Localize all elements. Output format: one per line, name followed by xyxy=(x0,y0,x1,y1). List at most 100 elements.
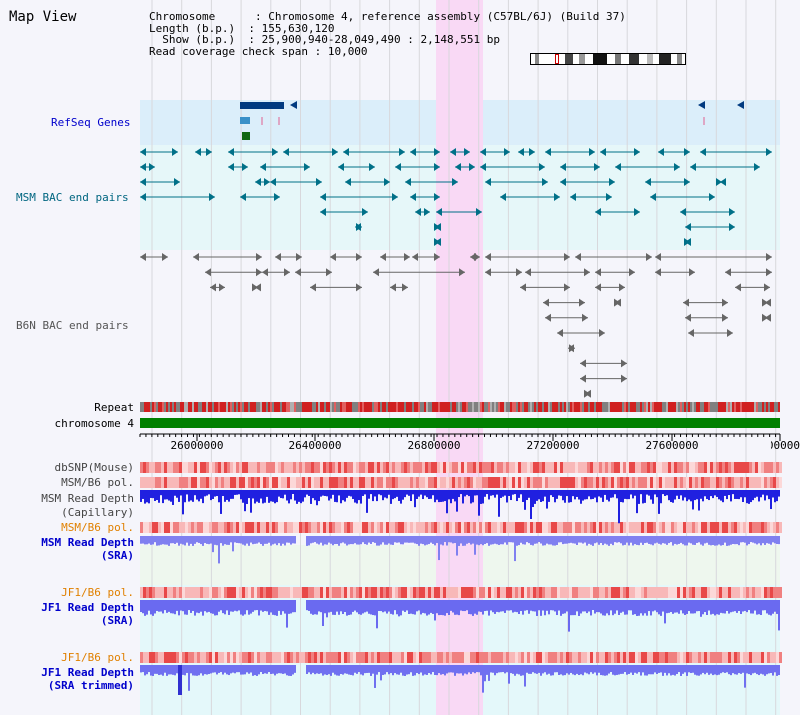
jf1-read-depth-trim-label[interactable]: JF1 Read Depth xyxy=(41,666,134,679)
msm-bac-label[interactable]: MSM BAC end pairs xyxy=(16,191,129,204)
jf1-sra-depth xyxy=(410,600,412,614)
msm-bac-pair xyxy=(690,163,696,171)
jf1-sra-depth xyxy=(736,600,738,613)
jf1-pol-heat xyxy=(341,587,344,598)
msm-pol-heat xyxy=(509,477,512,488)
jf1-pol-heat xyxy=(167,587,170,598)
jf1-sra-depth xyxy=(334,600,336,615)
msm-sra-depth xyxy=(356,536,358,545)
jf1-sra-depth xyxy=(778,600,780,631)
jf1-read-depth-sra-label[interactable]: JF1 Read Depth xyxy=(41,601,134,614)
jf1-sra-depth xyxy=(374,600,376,616)
msm-sra-depth xyxy=(414,536,416,544)
msm-sra-depth xyxy=(442,536,444,546)
msm-pol-heat xyxy=(500,522,503,533)
jf1-pol-heat xyxy=(644,587,647,598)
msm-cap-depth xyxy=(356,490,358,504)
msm-pol-heat xyxy=(347,522,350,533)
jf1-sra-depth xyxy=(442,600,444,616)
msm-sra-depth xyxy=(314,536,316,543)
dbsnp-heat xyxy=(494,462,497,473)
jf1-trim-depth xyxy=(688,665,690,673)
msm-cap-depth xyxy=(778,490,780,497)
jf1-b6-pol-label-2[interactable]: JF1/B6 pol. xyxy=(61,651,134,664)
jf1-sra-depth xyxy=(530,600,532,611)
dbsnp-heat xyxy=(284,462,287,473)
jf1-trim-depth xyxy=(662,665,664,676)
msm-bac-pair xyxy=(754,163,760,171)
jf1-trim-depth xyxy=(450,665,452,673)
jf1-sra-depth xyxy=(406,600,408,611)
repeat-segment xyxy=(594,402,596,412)
repeat-segment xyxy=(352,402,354,412)
dbsnp-heat xyxy=(722,462,725,473)
dbsnp-heat xyxy=(512,462,515,473)
dbsnp-heat xyxy=(206,462,209,473)
b6n-bac-pair xyxy=(764,283,770,292)
msm-sra-depth xyxy=(334,536,336,545)
jf1-sra-depth xyxy=(678,600,680,614)
dbsnp-heat xyxy=(725,462,728,473)
jf1-b6-pol-label-1[interactable]: JF1/B6 pol. xyxy=(61,586,134,599)
chromosome-ideogram[interactable] xyxy=(530,53,686,65)
jf1-sra-depth xyxy=(382,600,384,613)
msm-cap-depth xyxy=(646,490,648,495)
jf1-trim-depth xyxy=(612,665,614,675)
dbsnp-label[interactable]: dbSNP(Mouse) xyxy=(54,461,134,474)
jf1-sra-depth xyxy=(496,600,498,612)
msm-read-depth-sra-label[interactable]: MSM Read Depth xyxy=(41,536,134,549)
b6n-bac-label[interactable]: B6N BAC end pairs xyxy=(16,319,129,332)
jf1-pol-heat xyxy=(152,587,155,598)
jf1-trim-depth xyxy=(526,665,528,673)
jf1-pol-heat xyxy=(533,587,536,598)
msm-pol-heat xyxy=(248,477,251,488)
jf1-pol-heat xyxy=(713,587,716,598)
jf1-trim-depth xyxy=(708,665,710,675)
jf1-pol-heat xyxy=(530,587,533,598)
msm-sra-depth xyxy=(260,536,262,545)
jf1-pol-heat xyxy=(407,652,410,663)
msm-b6-pol-label-1[interactable]: MSM/B6 pol. xyxy=(61,476,134,489)
jf1-trim-depth xyxy=(638,665,640,673)
repeat-segment xyxy=(572,402,574,412)
msm-cap-depth xyxy=(148,490,150,504)
msm-sra-depth xyxy=(428,536,430,545)
msm-pol-heat xyxy=(422,477,425,488)
jf1-sra-depth xyxy=(464,600,466,612)
jf1-pol-heat xyxy=(611,587,614,598)
jf1-pol-heat xyxy=(452,587,455,598)
msm-bac-pair xyxy=(615,163,621,171)
dbsnp-heat xyxy=(383,462,386,473)
msm-sra-depth xyxy=(562,536,564,545)
refseq-genes-label[interactable]: RefSeq Genes xyxy=(51,116,131,129)
msm-cap-depth xyxy=(440,490,442,502)
jf1-pol-heat xyxy=(701,652,704,663)
msm-pol-heat xyxy=(158,477,161,488)
msm-cap-depth xyxy=(282,490,284,499)
jf1-pol-heat xyxy=(509,587,512,598)
msm-read-depth-cap-label[interactable]: MSM Read Depth xyxy=(41,492,134,505)
msm-cap-depth xyxy=(310,490,312,504)
jf1-pol-heat xyxy=(173,587,176,598)
jf1-trim-depth xyxy=(538,665,540,673)
jf1-pol-heat xyxy=(143,652,146,663)
jf1-sra-depth xyxy=(594,600,596,614)
msm-sra-depth xyxy=(496,536,498,545)
msm-bac-pair xyxy=(415,208,421,216)
msm-sra-depth xyxy=(592,536,594,546)
msm-pol-heat xyxy=(743,522,746,533)
msm-sra-depth xyxy=(176,536,178,543)
jf1-pol-heat xyxy=(677,587,680,598)
msm-cap-depth xyxy=(442,490,444,502)
jf1-trim-depth xyxy=(362,665,364,676)
msm-sra-depth xyxy=(534,536,536,544)
msm-sra-depth xyxy=(694,536,696,545)
msm-sra-depth xyxy=(178,536,180,546)
jf1-pol-heat xyxy=(233,587,236,598)
jf1-pol-heat xyxy=(593,652,596,663)
jf1-pol-heat xyxy=(194,652,197,663)
jf1-trim-depth xyxy=(710,665,712,674)
msm-b6-pol-label-2[interactable]: MSM/B6 pol. xyxy=(61,521,134,534)
dbsnp-heat xyxy=(356,462,359,473)
